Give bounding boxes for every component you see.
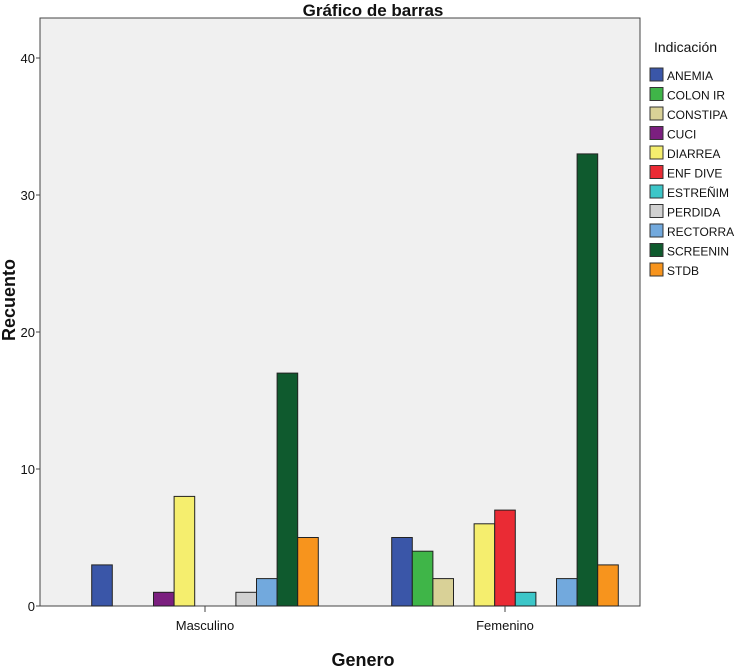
- bar-stdb-femenino: [597, 564, 619, 607]
- legend-swatch: [649, 67, 664, 82]
- legend-label: COLON IR: [667, 89, 725, 103]
- legend-label: ANEMIA: [667, 69, 713, 83]
- legend-swatch: [649, 87, 664, 101]
- bar-screenin-femenino: [576, 153, 599, 607]
- y-tick-label: 40: [21, 51, 35, 66]
- bar-estre-im-femenino: [514, 591, 537, 607]
- legend-label: PERDIDA: [667, 206, 720, 220]
- legend-label: STDB: [667, 264, 699, 278]
- legend-swatch: [649, 262, 664, 277]
- y-tick-label: 10: [21, 462, 35, 477]
- legend-label: CONSTIPA: [667, 108, 727, 122]
- y-tick-label: 0: [28, 599, 35, 614]
- legend-swatch: [649, 145, 664, 160]
- bar-constipa-femenino: [432, 578, 454, 607]
- bar-diarrea-femenino: [473, 523, 496, 607]
- x-tick-label: Femenino: [476, 618, 534, 633]
- legend-label: CUCI: [667, 128, 696, 142]
- legend-swatch: [649, 126, 664, 140]
- y-tick-label: 20: [21, 325, 35, 340]
- legend-swatch: [649, 184, 664, 199]
- bar-perdida-masculino: [235, 591, 257, 607]
- bar-anemia-femenino: [391, 537, 413, 607]
- legend-swatch: [649, 223, 664, 238]
- legend-swatch: [649, 165, 664, 179]
- legend-label: ENF DIVE: [667, 167, 722, 181]
- bar-stdb-masculino: [297, 537, 319, 607]
- legend-title: Indicación: [654, 39, 717, 55]
- bar-rectorra-masculino: [256, 578, 278, 607]
- bar-anemia-masculino: [91, 564, 113, 607]
- legend-swatch: [649, 106, 664, 121]
- legend-label: SCREENIN: [667, 245, 729, 259]
- chart-title: Gráfico de barras: [303, 1, 444, 20]
- y-tick-label: 30: [21, 188, 35, 203]
- legend-swatch: [649, 243, 664, 257]
- bar-diarrea-masculino: [173, 495, 196, 607]
- legend-swatch: [649, 204, 664, 218]
- x-tick-label: Masculino: [176, 618, 235, 633]
- bar-colon-ir-femenino: [411, 550, 434, 607]
- plot-area: [39, 17, 641, 607]
- bar-cuci-masculino: [153, 591, 175, 607]
- bar-rectorra-femenino: [556, 578, 578, 607]
- bar-screenin-masculino: [276, 372, 299, 607]
- legend-label: DIARREA: [667, 147, 720, 161]
- bar-enf-dive-femenino: [494, 509, 516, 607]
- x-axis-label: Genero: [331, 650, 394, 670]
- legend-label: ESTREÑIM: [667, 186, 729, 200]
- y-axis-label: Recuento: [0, 259, 19, 341]
- legend-label: RECTORRA: [667, 225, 734, 239]
